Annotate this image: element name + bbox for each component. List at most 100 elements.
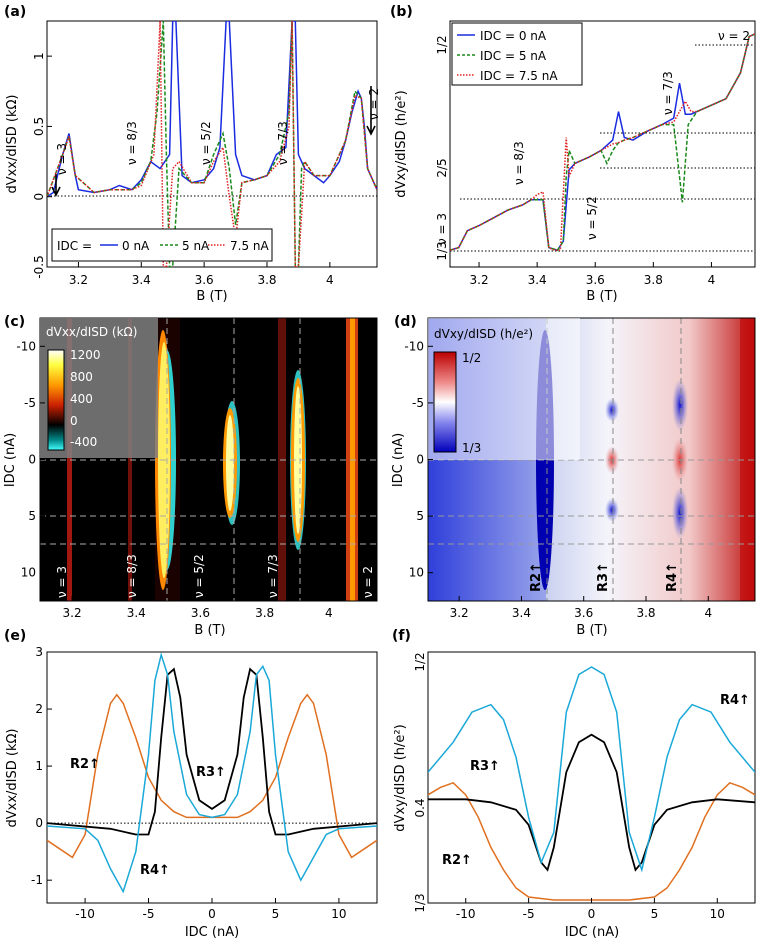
- stripe: [67, 318, 72, 601]
- x-tick-label: 3.2: [450, 606, 469, 620]
- y-tick-label: 5: [416, 509, 424, 523]
- y-tick-b-2-5: 2/5: [435, 158, 449, 177]
- panel-d: (d) dVxy/dISD (h/e²) 1/2 1/3: [391, 314, 756, 638]
- series-label-R2: R2↑: [442, 853, 472, 868]
- panel-f: (f) -10 -5 0 5 10 1/3 0.4 1/2 IDC (nA) dVxy/…: [392, 628, 756, 940]
- nu-label-c-5-2: ν = 5/2: [192, 554, 206, 598]
- x-tick-label: -5: [143, 907, 155, 921]
- legend-label-0nA: 0 nA: [122, 239, 150, 253]
- x-ticks-d: 3.2 3.4 3.6 3.8 4: [450, 596, 712, 620]
- y-axis-label-f: dVxy/dISD (h/e²): [393, 724, 408, 831]
- x-axis-label-d: B (T): [576, 623, 607, 638]
- plot-frame-f: [427, 651, 756, 904]
- y-tick-label: 2: [35, 702, 43, 716]
- nu-label-a-7-3: ν = 7/3: [276, 121, 290, 165]
- panel-label-f: (f): [392, 628, 411, 644]
- nu-label-a-2: ν = 2: [367, 88, 381, 120]
- series-group-f: [428, 666, 755, 901]
- colorbar-tick: 800: [70, 370, 93, 384]
- x-tick-label: -10: [75, 907, 95, 921]
- y-tick-label: 3: [35, 645, 43, 659]
- x-tick-label: 3.4: [528, 273, 547, 287]
- y-tick-label: 0: [416, 453, 424, 467]
- blue-blob: [672, 379, 688, 431]
- x-tick-label: -10: [456, 907, 476, 921]
- x-tick-label: 4: [325, 606, 333, 620]
- x-tick-label: 3.4: [127, 606, 146, 620]
- series-line-R4: [47, 652, 377, 894]
- x-tick-label: 10: [710, 907, 725, 921]
- blue-blob: [605, 398, 619, 422]
- colorbar-tick: 1200: [70, 348, 101, 362]
- colorbar-tick: 400: [70, 392, 93, 406]
- nu-label-b-3: ν = 3: [435, 213, 449, 245]
- legend-label-b-7.5nA: IDC = 7.5 nA: [480, 69, 558, 83]
- y-tick-b-1-3: 1/3: [435, 241, 449, 260]
- series-label-R2: R2↑: [70, 757, 100, 772]
- y-tick-label: 10: [21, 566, 36, 580]
- x-tick-label: 3.6: [586, 273, 605, 287]
- series-group-b: [450, 33, 755, 252]
- nu-label-c-3: ν = 3: [55, 566, 69, 598]
- x-tick-label: 10: [331, 907, 346, 921]
- y-tick-f-0.4: 0.4: [413, 798, 427, 817]
- colorbar-scale: [433, 351, 457, 453]
- blue-blob: [672, 487, 688, 539]
- y-axis-label-a: dVxx/dISD (kΩ): [5, 95, 20, 194]
- nu-label-a-5-2: ν = 5/2: [199, 121, 213, 165]
- y-ticks-c: -10 -5 0 5 10: [16, 339, 45, 580]
- x-tick-label: 3.6: [191, 606, 210, 620]
- x-tick-label: 3.4: [512, 606, 531, 620]
- nu-label-c-8-3: ν = 8/3: [125, 554, 139, 598]
- x-ticks-a: 3.2 3.4 3.6 3.8 4: [69, 262, 334, 287]
- legend-label-5nA: 5 nA: [182, 239, 210, 253]
- panel-c: (c) d: [3, 314, 378, 638]
- x-axis-label-a: B (T): [196, 289, 227, 304]
- plot-frame-b: [449, 20, 756, 268]
- colorbar-title-d: dVxy/dISD (h/e²): [434, 327, 533, 341]
- series-line-7.5nA: [450, 33, 755, 251]
- nu-label-a-3: ν = 3: [55, 143, 69, 175]
- x-tick-label: 3.4: [132, 273, 151, 287]
- y-axis-label-e: dVxx/dISD (kΩ): [5, 729, 20, 828]
- x-tick-label: 3.2: [63, 606, 82, 620]
- legend-label-b-0nA: IDC = 0 nA: [480, 29, 547, 43]
- series-line-0nA: [47, 21, 377, 198]
- series-label-R4: R4↑: [720, 693, 750, 708]
- y-tick-label: -5: [24, 396, 36, 410]
- y-tick-b-1-2: 1/2: [435, 35, 449, 54]
- series-line-R3: [47, 667, 377, 836]
- legend-box-b: [451, 22, 583, 86]
- y-ticks-e: -1 0 1 2 3: [31, 645, 52, 887]
- y-tick-label: -10: [404, 339, 424, 353]
- x-ticks-b: 3.2 3.4 3.6 3.8 4: [470, 262, 715, 287]
- legend-label-b-5nA: IDC = 5 nA: [480, 49, 547, 63]
- y-tick-label: 0.5: [32, 117, 46, 136]
- y-tick-label: 0: [32, 193, 46, 201]
- plateau-lines-b: [450, 44, 755, 252]
- y-tick-label: -0.5: [32, 255, 46, 278]
- marker-R4: R4↑: [665, 562, 680, 592]
- colorbar-tick: 1/3: [462, 441, 481, 455]
- panel-label-c: (c): [4, 314, 25, 330]
- colorbar-tick: -400: [70, 435, 97, 449]
- y-tick-label: 5: [28, 509, 36, 523]
- y-tick-label: -5: [412, 396, 424, 410]
- y-tick-label: 1: [32, 52, 46, 60]
- x-tick-label: 3.8: [255, 606, 274, 620]
- y-tick-label: 0: [35, 816, 43, 830]
- colorbar-tick: 0: [70, 414, 78, 428]
- y-axis-label-b: dVxy/dISD (h/e²): [394, 90, 409, 197]
- panel-label-d: (d): [394, 314, 417, 330]
- series-group-a: [47, 21, 377, 267]
- nu-label-b-7-3: ν = 7/3: [661, 71, 675, 115]
- x-tick-label: 3.6: [574, 606, 593, 620]
- x-ticks-f: -10 -5 0 5 10: [456, 898, 725, 921]
- legend-a: IDC = 0 nA 5 nA 7.5 nA: [51, 228, 273, 262]
- series-group-e: [47, 652, 377, 894]
- x-tick-label: 3.2: [470, 273, 489, 287]
- x-tick-label: 0: [208, 907, 216, 921]
- series-line-7.5nA: [47, 21, 377, 267]
